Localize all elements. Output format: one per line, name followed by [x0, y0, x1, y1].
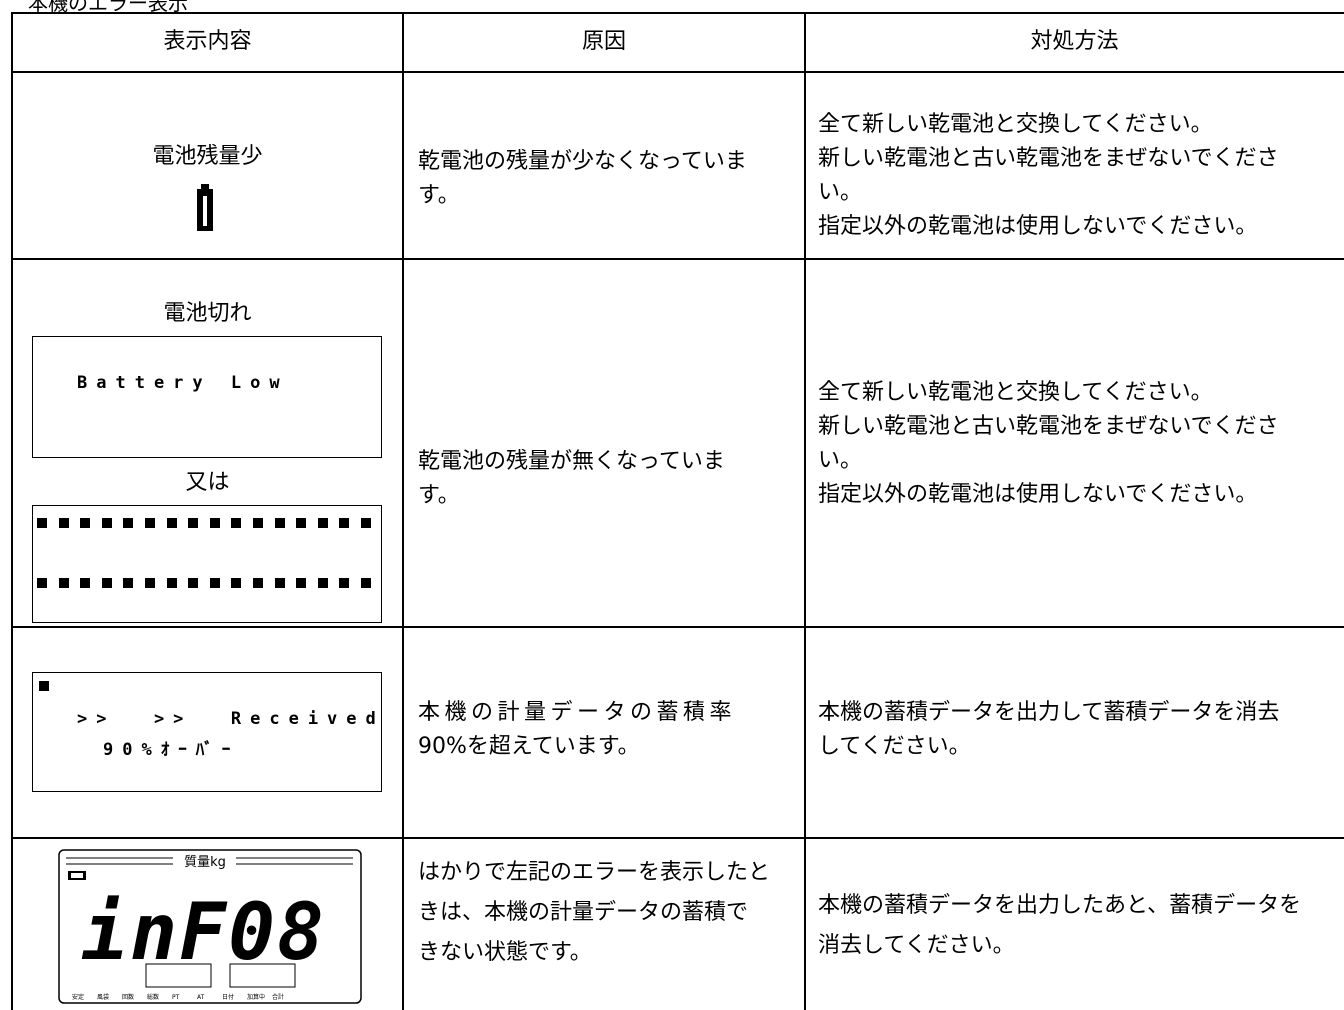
title: 本機のエラー表示 — [28, 0, 188, 15]
lcd-text: Battery Low — [77, 373, 289, 393]
indicator-label: 日付 — [222, 993, 234, 1001]
text-line: す。 — [418, 183, 460, 208]
lcd-block — [58, 578, 69, 588]
text-line: い。 — [818, 180, 863, 205]
indicator-label: 回数 — [122, 993, 134, 1001]
lcd-block — [231, 518, 242, 528]
indicator-label: 合計 — [272, 993, 284, 1001]
lcd-block — [317, 578, 328, 588]
rule — [12, 626, 1344, 628]
indicator-label: 加算中 — [247, 993, 265, 1001]
remedy: 全て新しい乾電池と交換してください。 新しい乾電池と古い乾電池をまぜないでくださ… — [818, 108, 1279, 244]
rule — [12, 837, 1344, 839]
rule — [804, 12, 806, 1010]
lcd-block — [209, 518, 220, 528]
lcd-block — [37, 518, 47, 528]
cause: 乾電池の残量が無くなっていま す。 — [418, 445, 725, 513]
rule — [12, 258, 1344, 260]
battery-icon — [197, 184, 213, 231]
text-line: 指定以外の乾電池は使用しないでください。 — [818, 482, 1258, 507]
lcd-block — [188, 578, 199, 588]
text-line: す。 — [418, 483, 460, 508]
lcd-block — [253, 518, 263, 528]
remedy: 全て新しい乾電池と交換してください。 新しい乾電池と古い乾電池をまぜないでくださ… — [818, 376, 1279, 512]
lcd-block — [296, 578, 307, 588]
lcd-text: >> >> Received — [77, 709, 385, 729]
lcd-block — [123, 578, 134, 588]
text-line: い。 — [818, 448, 863, 473]
text-line: 乾電池の残量が無くなっていま — [418, 449, 725, 474]
rule — [402, 12, 404, 1010]
indicator-label: 風袋 — [97, 993, 109, 1001]
rule — [11, 12, 13, 1010]
lcd-block — [145, 518, 155, 528]
text-line: 本機の蓄積データを出力したあと、蓄積データを — [818, 893, 1302, 918]
lcd-block — [80, 578, 91, 588]
display-label: 電池切れ — [163, 301, 252, 326]
text-line: 90%を超えています。 — [418, 734, 640, 759]
lcd-block — [101, 518, 112, 528]
text-line: 指定以外の乾電池は使用しないでください。 — [818, 214, 1258, 239]
lcd-block — [80, 518, 91, 528]
rule — [12, 12, 1344, 14]
lcd-block — [101, 578, 112, 588]
lcd-box: Battery Low — [32, 336, 382, 458]
text-line: 消去してください。 — [818, 933, 1015, 958]
indicator-label: 安定 — [72, 993, 84, 1001]
lcd-block — [166, 518, 177, 528]
lcd-text: 90%ｵｰﾊﾞｰ — [103, 740, 240, 760]
lcd-block — [274, 518, 285, 528]
text-line: 新しい乾電池と古い乾電池をまぜないでくださ — [818, 414, 1279, 439]
remedy: 本機の蓄積データを出力して蓄積データを消去 してください。 — [818, 696, 1279, 764]
text-line: してください。 — [818, 734, 971, 759]
lcd-block — [188, 518, 199, 528]
header-cell: 原因 — [581, 29, 626, 54]
scale-display: 質量kg inF08 安定 風袋 回数 総数 PT AT 日付 加算中 合計 — [58, 849, 362, 1004]
text-line: きは、本機の計量データの蓄積で — [418, 900, 749, 925]
text-line: 全て新しい乾電池と交換してください。 — [818, 380, 1213, 405]
lcd-block — [145, 578, 155, 588]
cursor — [39, 681, 49, 691]
text-line: きない状態です。 — [418, 940, 592, 965]
lcd-box — [32, 505, 382, 623]
unit-label: 質量kg — [184, 854, 226, 870]
remedy: 本機の蓄積データを出力したあと、蓄積データを 消去してください。 — [818, 886, 1301, 966]
text-line: 全て新しい乾電池と交換してください。 — [818, 112, 1213, 137]
lcd-block — [361, 518, 371, 528]
indicator-label: PT — [172, 994, 180, 1001]
lcd-block — [209, 578, 220, 588]
text-line: 新しい乾電池と古い乾電池をまぜないでくださ — [818, 146, 1279, 171]
indicator-label: 総数 — [147, 993, 159, 1001]
lcd-block — [123, 518, 134, 528]
lcd-block — [296, 518, 307, 528]
rule — [12, 71, 1344, 73]
text-line: 乾電池の残量が少なくなっていま — [418, 149, 747, 174]
lcd-block — [166, 578, 177, 588]
segment-text: inF08 — [81, 888, 326, 978]
cause: 乾電池の残量が少なくなっていま す。 — [418, 145, 747, 213]
header-cell: 対処方法 — [1030, 29, 1119, 54]
lcd-block — [231, 578, 242, 588]
lcd-block — [361, 578, 371, 588]
cause: はかりで左記のエラーを表示したと きは、本機の計量データの蓄積で きない状態です… — [418, 853, 770, 973]
text-line: 本機の計量データの蓄積率 — [418, 700, 737, 725]
cause: 本機の計量データの蓄積率 90%を超えています。 — [418, 696, 736, 764]
display-label: 電池残量少 — [152, 144, 263, 169]
lcd-block — [58, 518, 69, 528]
lcd-block — [339, 518, 350, 528]
lcd-block — [253, 578, 263, 588]
indicator-label: AT — [197, 994, 205, 1001]
lcd-block — [339, 578, 350, 588]
lcd-block — [274, 578, 285, 588]
lcd-block — [37, 578, 47, 588]
display-label: 又は — [185, 470, 230, 495]
lcd-block — [317, 518, 328, 528]
lcd-box: >> >> Received 90%ｵｰﾊﾞｰ — [32, 672, 382, 792]
header-cell: 表示内容 — [163, 29, 252, 54]
text-line: はかりで左記のエラーを表示したと — [418, 860, 771, 885]
text-line: 本機の蓄積データを出力して蓄積データを消去 — [818, 700, 1280, 725]
